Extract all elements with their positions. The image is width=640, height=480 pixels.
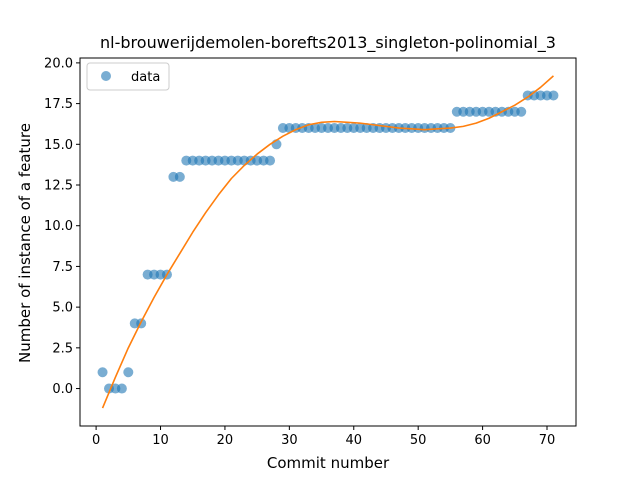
x-tick-label: 20 [217,433,234,448]
x-tick-label: 50 [410,433,427,448]
data-point [516,106,527,117]
data-point [123,367,134,378]
data-point [97,367,108,378]
legend: data [86,62,170,91]
y-tick-label: 10.0 [44,219,73,234]
fit-line [101,75,554,409]
x-tick-label: 10 [152,433,169,448]
x-tick-label: 40 [345,433,362,448]
chart-title: nl-brouwerijdemolen-borefts2013_singleto… [100,33,556,53]
y-tick-label: 20.0 [44,56,73,71]
x-tick-label: 70 [539,433,556,448]
plot-area [97,75,559,409]
data-point [174,171,185,182]
y-tick-label: 0.0 [52,382,73,397]
x-tick-label: 30 [281,433,298,448]
y-tick-label: 5.0 [52,301,73,316]
y-tick-label: 15.0 [44,138,73,153]
data-point [265,155,276,166]
y-axis-label: Number of instance of a feature [16,123,34,363]
legend-frame [86,62,170,91]
y-tick-label: 7.5 [52,260,73,275]
y-tick-label: 12.5 [44,179,73,194]
data-point [116,383,127,394]
legend-marker-data [101,71,111,81]
axes-frame [79,57,577,427]
legend-label-data: data [131,70,160,85]
x-tick-label: 60 [474,433,491,448]
scatter-series-0 [97,90,559,394]
y-tick-label: 2.5 [52,341,73,356]
x-axis-label: Commit number [267,454,390,472]
axes: 0 10 20 30 40 50 60 70 0.0 2.5 5.0 7.5 10.0 12.5 15.0 1… [44,56,577,448]
x-tick-label: 0 [92,433,100,448]
data-point [548,90,559,101]
y-tick-label: 17.5 [44,97,73,112]
